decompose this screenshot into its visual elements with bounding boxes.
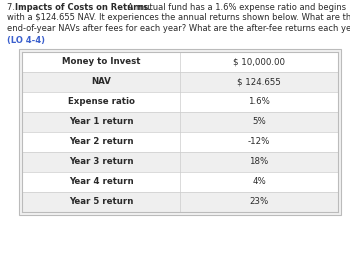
Bar [22,112,338,132]
Text: $ 10,000.00: $ 10,000.00 [233,58,285,66]
Bar [22,92,338,112]
Text: Money to Invest: Money to Invest [62,58,140,66]
Text: Year 5 return: Year 5 return [69,198,133,206]
Text: Year 1 return: Year 1 return [69,117,133,127]
Text: 5%: 5% [252,117,266,127]
Text: -12%: -12% [248,137,270,147]
Text: NAV: NAV [91,78,111,86]
Text: $ 124.655: $ 124.655 [237,78,281,86]
Text: 18%: 18% [249,158,269,166]
Text: (LO 4-4): (LO 4-4) [7,35,45,45]
Text: A mutual fund has a 1.6% expense ratio and begins: A mutual fund has a 1.6% expense ratio a… [125,3,346,12]
Text: 4%: 4% [252,178,266,186]
Text: Year 3 return: Year 3 return [69,158,133,166]
Bar [22,172,338,192]
Text: end-of-year NAVs after fees for each year? What are the after-fee returns each y: end-of-year NAVs after fees for each yea… [7,24,350,33]
Text: Impacts of Costs on Returns.: Impacts of Costs on Returns. [15,3,152,12]
Bar [22,152,338,172]
Text: 23%: 23% [249,198,269,206]
Bar [22,52,338,72]
Text: 1.6%: 1.6% [248,98,270,106]
Bar [19,49,341,215]
Text: 7.: 7. [7,3,18,12]
Bar [22,132,338,152]
Text: Year 2 return: Year 2 return [69,137,133,147]
Bar [22,72,338,92]
Text: Expense ratio: Expense ratio [68,98,134,106]
Bar [22,192,338,212]
Text: with a $124.655 NAV. It experiences the annual returns shown below. What are the: with a $124.655 NAV. It experiences the … [7,14,350,22]
Text: Year 4 return: Year 4 return [69,178,133,186]
